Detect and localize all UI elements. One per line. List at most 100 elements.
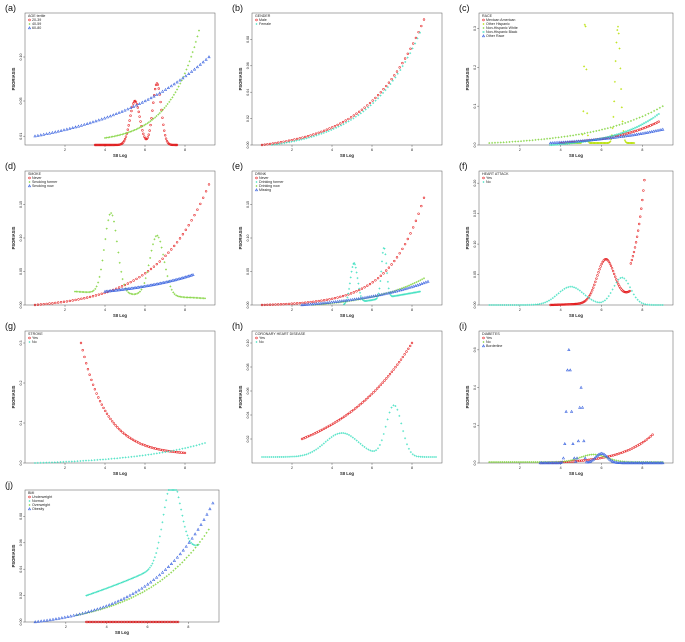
point-other-hispanic bbox=[613, 80, 616, 83]
point-no bbox=[526, 461, 529, 464]
x-axis-label: SII Log bbox=[115, 630, 129, 635]
point-60-80 bbox=[33, 134, 37, 138]
point-20-39 bbox=[122, 139, 126, 143]
point-yes bbox=[397, 361, 401, 364]
point-male bbox=[379, 91, 382, 94]
point-drinking-former bbox=[378, 287, 381, 290]
point-other-race bbox=[608, 136, 612, 140]
point-60-80 bbox=[94, 119, 98, 123]
point-female bbox=[359, 112, 362, 115]
point-smoking-former bbox=[204, 297, 206, 300]
point-male bbox=[306, 134, 310, 138]
point-male bbox=[363, 106, 366, 109]
point-no bbox=[592, 299, 595, 302]
point-yes bbox=[98, 400, 102, 403]
plot-frame bbox=[24, 170, 216, 306]
point-female bbox=[337, 125, 340, 128]
point-non-hispanic-black bbox=[554, 143, 557, 146]
point-legend bbox=[254, 188, 259, 192]
point-borderline bbox=[602, 452, 606, 456]
point-no bbox=[588, 297, 591, 300]
point-never bbox=[204, 190, 208, 193]
point-male bbox=[403, 57, 407, 60]
legend-item: Male bbox=[255, 18, 267, 22]
point-non-hispanic-white bbox=[601, 128, 604, 131]
y-tick-label: 0.2 bbox=[19, 381, 23, 386]
x-tick-label: 6 bbox=[601, 148, 603, 152]
legend-item: Yes bbox=[482, 336, 492, 340]
point-yes bbox=[618, 285, 621, 288]
point-no bbox=[580, 291, 583, 294]
point-never bbox=[412, 226, 415, 229]
point-overweight bbox=[176, 565, 179, 568]
point-never bbox=[277, 303, 280, 306]
panel-letter: (d) bbox=[5, 161, 16, 171]
point-borderline bbox=[567, 348, 571, 351]
point-non-hispanic-white bbox=[502, 141, 505, 144]
point-overweight bbox=[207, 528, 210, 531]
point-female bbox=[377, 97, 380, 100]
point-no bbox=[167, 450, 170, 453]
point-other-race bbox=[649, 130, 654, 133]
point-smoking-former bbox=[157, 236, 160, 239]
point-never bbox=[385, 269, 388, 272]
point-60-80 bbox=[126, 107, 130, 111]
point-no bbox=[344, 432, 347, 435]
point-borderline bbox=[565, 368, 570, 372]
point-other-hispanic bbox=[620, 106, 623, 109]
point-never bbox=[199, 202, 202, 206]
point-no bbox=[297, 455, 300, 458]
point-male bbox=[347, 117, 350, 121]
point-smoking-former bbox=[160, 246, 163, 249]
point-40-59 bbox=[147, 121, 150, 124]
point-smoking-former bbox=[114, 229, 117, 232]
y-tick-label: 0.00 bbox=[473, 302, 477, 309]
point-never bbox=[387, 266, 391, 269]
y-tick-label: 0.4 bbox=[473, 385, 477, 390]
point-no bbox=[400, 422, 403, 425]
point-non-hispanic-white bbox=[641, 115, 644, 118]
point-no bbox=[415, 455, 418, 458]
y-tick-label: 0.06 bbox=[246, 62, 250, 69]
y-tick-label: 0.0 bbox=[473, 461, 477, 466]
point-overweight bbox=[154, 583, 157, 586]
point-non-hispanic-white bbox=[592, 130, 595, 133]
point-60-80 bbox=[198, 62, 202, 66]
panel-letter: (h) bbox=[232, 321, 243, 331]
point-yes bbox=[130, 437, 133, 440]
x-tick-label: 6 bbox=[371, 466, 373, 470]
point-non-hispanic-white bbox=[650, 111, 653, 114]
point-smoking-former bbox=[150, 249, 153, 252]
point-other-race bbox=[590, 138, 594, 142]
point-no bbox=[582, 455, 585, 458]
point-no bbox=[611, 288, 614, 291]
y-tick-label: 0.04 bbox=[246, 412, 250, 419]
legend-label: Non-Hispanic White bbox=[486, 26, 518, 30]
point-no bbox=[322, 442, 325, 445]
legend-label: Other Race bbox=[486, 34, 504, 38]
point-40-59 bbox=[169, 98, 172, 101]
point-no bbox=[359, 442, 362, 445]
point-no bbox=[266, 455, 269, 458]
legend-label: Mexican American bbox=[486, 18, 515, 22]
point-40-59 bbox=[154, 116, 157, 119]
point-non-hispanic-white bbox=[580, 132, 583, 135]
point-male bbox=[366, 104, 369, 107]
point-never bbox=[298, 301, 301, 305]
series-never bbox=[33, 183, 211, 307]
point-normal bbox=[182, 520, 185, 523]
point-male bbox=[331, 126, 334, 129]
series-20-39 bbox=[93, 82, 179, 147]
point-drinking-former bbox=[357, 282, 360, 285]
point-no bbox=[582, 292, 585, 295]
point-no bbox=[73, 460, 76, 463]
point-60-80 bbox=[47, 131, 52, 135]
point-other-race bbox=[575, 139, 579, 143]
point-non-hispanic-white bbox=[563, 135, 566, 138]
point-no bbox=[378, 443, 381, 446]
point-female bbox=[322, 131, 325, 134]
point-no bbox=[130, 455, 133, 458]
legend-label: No bbox=[32, 340, 37, 344]
x-tick-label: 8 bbox=[641, 148, 643, 152]
